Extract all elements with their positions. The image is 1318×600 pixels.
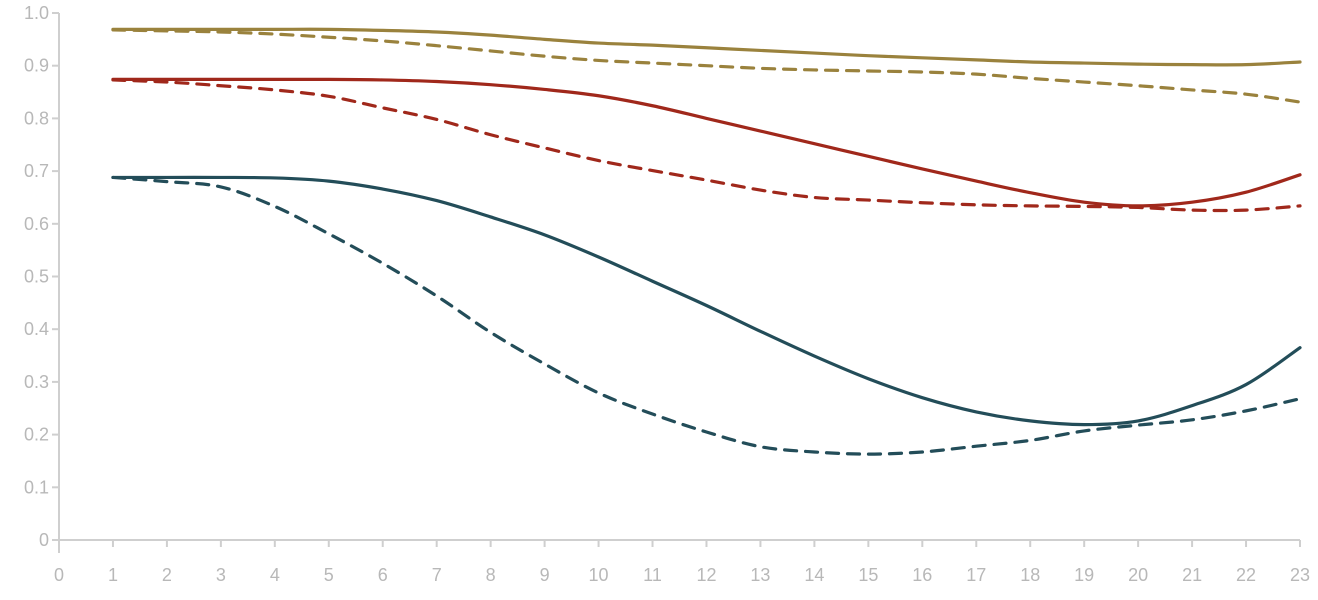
- x-tick-label: 15: [858, 565, 878, 585]
- series-group: [111, 27, 1302, 456]
- x-tick-label: 5: [324, 565, 334, 585]
- x-tick-label: 21: [1182, 565, 1202, 585]
- x-tick-label: 16: [912, 565, 932, 585]
- y-tick-label: 0.4: [24, 319, 49, 339]
- y-tick-label: 0.2: [24, 425, 49, 445]
- series-line-1-solid: [111, 27, 1302, 67]
- x-tick-label: 0: [54, 565, 64, 585]
- y-tick-label: 0.3: [24, 372, 49, 392]
- x-tick-label: 8: [486, 565, 496, 585]
- series-line-2-dashed: [111, 28, 1302, 104]
- y-tick-label: 1.0: [24, 3, 49, 23]
- tick-labels: 00.10.20.30.40.50.60.70.80.91.00 1 2 3 4 5 6 7 8…: [24, 3, 1310, 585]
- x-tick-label: 7: [432, 565, 442, 585]
- x-tick-label: 23: [1290, 565, 1310, 585]
- x-tick-label: 4: [270, 565, 280, 585]
- y-tick-label: 0.6: [24, 214, 49, 234]
- y-tick-label: 0.5: [24, 267, 49, 287]
- series-line-3-solid: [111, 77, 1302, 208]
- series-line-4-dashed: [111, 78, 1302, 213]
- y-tick-label: 0.9: [24, 56, 49, 76]
- x-tick-label: 6: [378, 565, 388, 585]
- x-tick-label: 12: [696, 565, 716, 585]
- y-tick-label: 0.8: [24, 108, 49, 128]
- x-tick-label: 11: [643, 565, 662, 585]
- x-tick-label: 19: [1074, 565, 1094, 585]
- y-tick-label: 0.1: [24, 477, 49, 497]
- y-tick-label: 0: [39, 530, 49, 550]
- x-tick-label: 18: [1020, 565, 1040, 585]
- x-tick-label: 22: [1236, 565, 1256, 585]
- x-tick-label: 14: [804, 565, 824, 585]
- axes: [52, 12, 1301, 553]
- x-tick-label: 10: [589, 565, 609, 585]
- series-line-5-solid: [111, 175, 1302, 427]
- x-tick-label: 13: [750, 565, 770, 585]
- x-tick-label: 3: [216, 565, 226, 585]
- x-tick-label: 2: [162, 565, 172, 585]
- x-tick-label: 1: [108, 565, 118, 585]
- series-line-6-dashed: [111, 175, 1302, 456]
- x-tick-label: 20: [1128, 565, 1148, 585]
- x-tick-label: 9: [540, 565, 550, 585]
- y-tick-label: 0.7: [24, 161, 49, 181]
- x-tick-label: 17: [966, 565, 986, 585]
